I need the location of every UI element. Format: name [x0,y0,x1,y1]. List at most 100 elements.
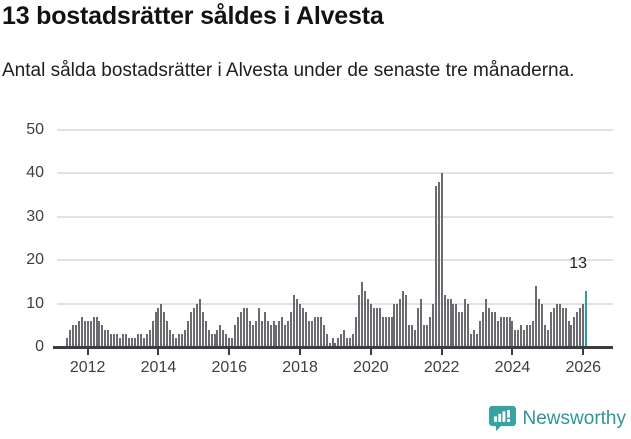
bar [543,325,546,347]
bar [225,333,228,347]
bar [399,299,402,347]
bar [254,320,257,347]
chart-subtitle: Antal sålda bostadsrätter i Alvesta unde… [2,60,575,81]
bar [567,320,570,347]
bar [363,290,366,347]
bar [160,303,163,347]
bar [564,307,567,347]
bar [313,316,316,347]
bar [470,333,473,347]
bar [576,312,579,347]
bar [546,329,549,347]
bar [125,333,127,347]
bar [520,325,523,347]
bar [243,307,245,347]
bar [107,329,110,347]
bar [452,303,455,347]
y-axis-tick-label: 20 [26,251,44,269]
bar [446,299,449,347]
bar [434,186,437,347]
x-axis-tick-label: 2020 [353,359,389,376]
bar [487,307,490,347]
x-axis-tick [440,348,443,355]
bar [411,325,414,347]
bar [260,320,263,347]
bar [251,325,254,347]
bar [369,303,372,347]
bar [405,294,408,347]
bar [425,325,428,347]
gridline [57,215,613,218]
bar [113,333,116,347]
gridline [57,172,613,175]
bar [195,303,198,347]
bar [502,316,505,347]
bar [66,338,68,347]
bar [278,320,281,347]
bar [505,316,508,347]
bar [189,312,192,347]
bar [579,307,582,347]
bar [372,307,375,347]
y-axis-tick-label: 50 [26,121,44,138]
bar [349,338,352,347]
bar [83,320,86,347]
bar [175,338,178,347]
bar [184,329,186,347]
bar [484,299,487,347]
newsworthy-brand-link[interactable]: Newsworthy [488,405,626,432]
bar [340,333,343,347]
bar [198,299,201,347]
bar [228,338,231,347]
bar [449,299,452,347]
bar [325,333,328,347]
x-axis-tick-label: 2024 [494,359,531,376]
x-axis-tick-label: 2012 [69,359,106,376]
bar [334,342,337,347]
bar [496,320,499,347]
bar [89,320,92,347]
y-axis-tick-label: 10 [26,294,44,312]
bar [514,329,517,347]
bar [493,312,496,347]
bar [77,320,80,347]
bar [266,320,269,347]
bar [148,329,151,347]
bar [204,320,207,347]
bar [337,338,340,347]
bar [552,307,555,347]
x-axis-tick-label: 2016 [211,359,248,376]
bar [529,325,532,347]
bar [130,338,133,347]
bar [296,299,299,347]
bar [420,299,422,347]
bar [95,316,98,347]
bar [355,316,358,347]
bar [558,303,561,347]
bar [328,342,331,347]
bar [151,320,154,347]
bar [582,303,585,347]
bar [68,329,71,347]
bar [361,281,363,347]
bar [461,312,464,347]
x-axis-tick [511,348,514,355]
bar [511,320,514,347]
x-axis-tick [582,348,585,355]
bar [104,329,107,347]
x-axis-tick [228,348,231,355]
x-axis-line [53,346,613,349]
bar [163,312,166,347]
bar [234,325,237,347]
bar [414,329,417,347]
newsworthy-logo-icon [488,405,516,432]
bar [263,312,266,347]
bar [245,307,248,347]
bar [490,312,493,347]
highlighted-bar [585,290,588,347]
bar [80,316,83,347]
bar [378,307,381,347]
bar [508,316,511,347]
x-axis-tick [157,348,160,355]
bar [437,182,440,347]
